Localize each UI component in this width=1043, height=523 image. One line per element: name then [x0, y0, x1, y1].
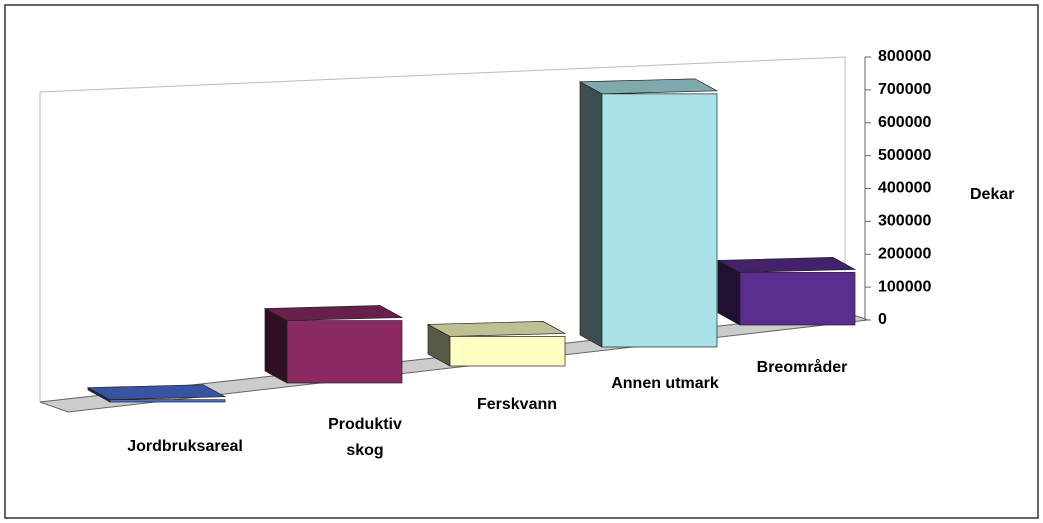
bar-top — [86, 384, 227, 401]
bar-top — [578, 78, 719, 95]
x-tick-label: Jordbruksareal — [127, 438, 243, 455]
y-tick-label: 800000 — [878, 48, 931, 65]
x-tick-label: Produktiv skog — [328, 416, 402, 459]
bar-top — [426, 321, 567, 337]
y-tick-label: 700000 — [878, 81, 931, 98]
bar — [449, 336, 566, 367]
y-tick-label: 400000 — [878, 180, 931, 197]
x-tick-label: Ferskvann — [476, 396, 558, 413]
y-tick-label: 200000 — [878, 245, 931, 262]
bar-top — [716, 257, 857, 273]
y-tick-label: 0 — [878, 311, 887, 328]
x-tick-label: Breområder — [756, 359, 848, 376]
y-tick-label: 500000 — [878, 147, 931, 164]
bar-side — [264, 307, 288, 384]
y-tick-label: 300000 — [878, 213, 931, 230]
bar — [286, 320, 403, 384]
bar — [739, 272, 856, 326]
bar — [601, 93, 718, 348]
x-tick-label: Annen utmark — [611, 375, 719, 392]
y-tick-label: 100000 — [878, 278, 931, 295]
bar — [109, 399, 226, 403]
y-tick-label: 600000 — [878, 114, 931, 131]
bar-top — [263, 305, 404, 321]
bar-side — [579, 81, 603, 348]
y-axis-label: Dekar — [970, 186, 1014, 203]
frame — [4, 4, 1039, 519]
